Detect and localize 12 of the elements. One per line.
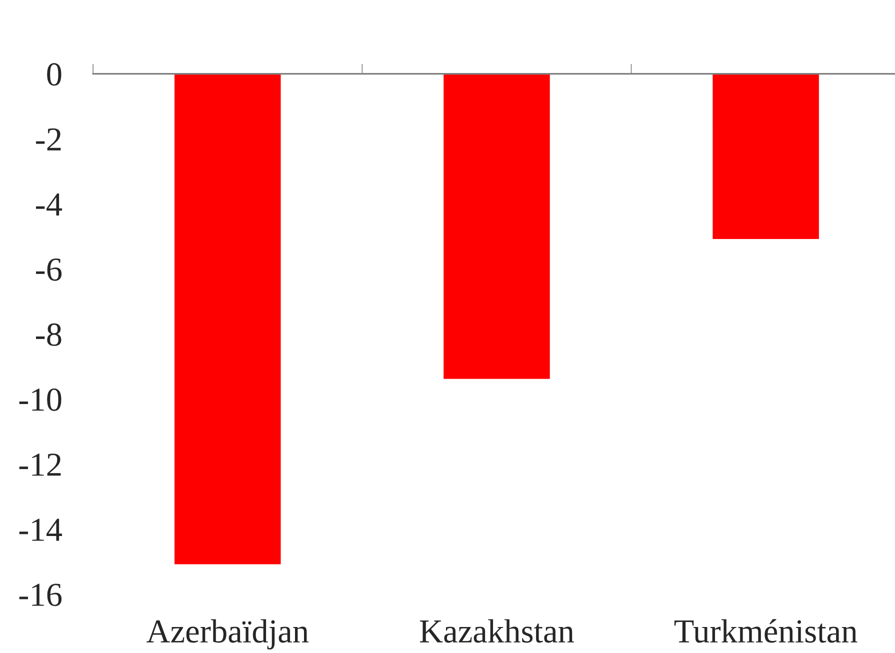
y-tick-label: -2 <box>36 128 61 150</box>
y-tick-label: -6 <box>36 258 62 281</box>
x-tick-label: Turkménistan <box>674 619 858 643</box>
y-tick-label: -10 <box>19 388 62 411</box>
y-tick-label: -8 <box>36 323 62 346</box>
y-tick-label: 0 <box>47 63 62 86</box>
x-tick-label: Azerbaïdjan <box>146 619 309 650</box>
y-tick-label: -16 <box>19 584 62 606</box>
x-tick-label: Kazakhstan <box>420 619 574 643</box>
y-tick-label: -14 <box>19 518 62 541</box>
y-tick-label: -12 <box>19 454 61 476</box>
y-tick-label: -4 <box>36 194 62 216</box>
